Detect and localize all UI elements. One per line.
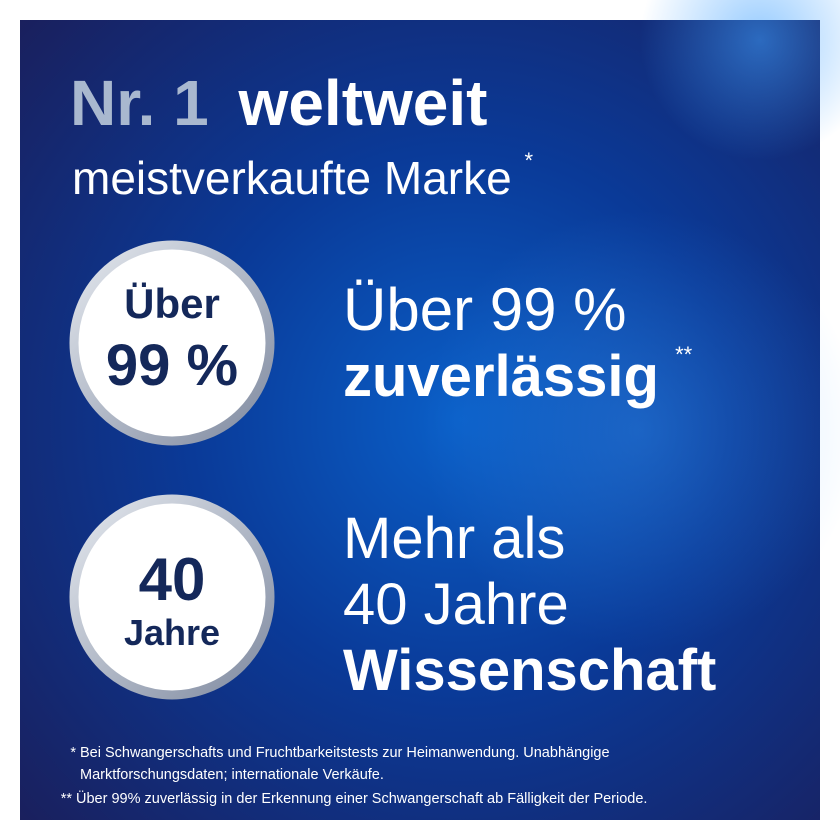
claim-line: Mehr als: [343, 506, 565, 571]
badge-circle: [69, 240, 275, 446]
headline-main: weltweit: [238, 67, 488, 139]
subline-text: meistverkaufte Marke: [72, 152, 512, 204]
footnote-mark: *: [524, 148, 533, 173]
claim-bold: Wissenschaft: [343, 638, 716, 703]
badge-line: 40: [139, 546, 206, 613]
badge-line: Jahre: [124, 612, 220, 653]
glow: [420, 210, 840, 650]
claim-line: zuverlässig **: [343, 342, 693, 409]
badge-circle: [69, 494, 275, 700]
headline-highlight: Nr. 1: [70, 67, 209, 139]
claim-line: 40 Jahre: [343, 572, 569, 637]
footnote-mark: **: [675, 342, 693, 367]
badge-line: Über: [124, 280, 220, 327]
claim-bold: zuverlässig: [343, 344, 659, 409]
glow: [640, 0, 840, 160]
footnote-text: Über 99% zuverlässig in der Erkennung ei…: [76, 789, 647, 807]
claim-line: Über 99 %: [343, 276, 626, 343]
footnote-text: Bei Schwangerschafts und Fruchtbarkeitst…: [80, 745, 610, 761]
footnote-mark: **: [61, 791, 73, 807]
footnote-mark: *: [70, 745, 76, 761]
badge-line: 99 %: [106, 333, 238, 398]
headline: Nr. 1 weltweit: [70, 67, 487, 139]
subline: meistverkaufte Marke *: [72, 148, 533, 204]
footnote-text: Marktforschungsdaten; internationale Ver…: [80, 767, 384, 783]
